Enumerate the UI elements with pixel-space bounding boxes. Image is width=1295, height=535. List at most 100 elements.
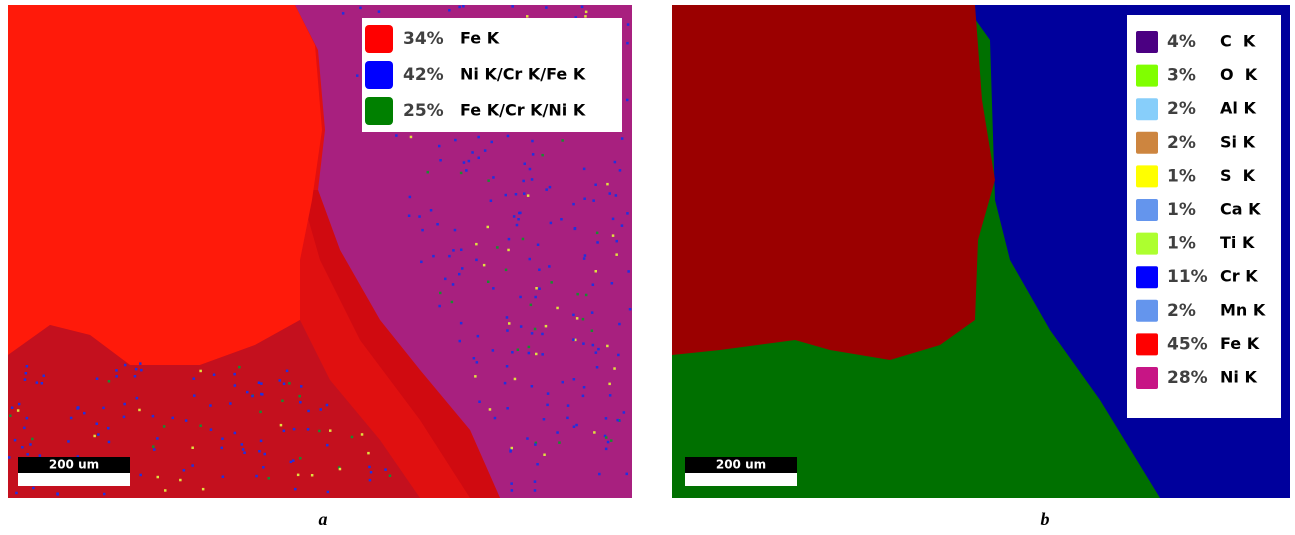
speckle: [251, 395, 254, 398]
speckle: [473, 357, 476, 360]
speckle: [107, 427, 110, 430]
speckle: [29, 443, 32, 446]
speckle: [17, 409, 20, 412]
speckle: [153, 448, 156, 451]
speckle: [594, 184, 597, 187]
speckle: [523, 192, 526, 195]
speckle: [307, 428, 310, 431]
speckle: [96, 378, 99, 381]
legend-percent: 25%: [403, 101, 444, 121]
speckle: [468, 160, 471, 163]
speckle: [478, 401, 481, 404]
speckle: [124, 364, 127, 367]
speckle: [11, 407, 14, 410]
legend-element: Ni K: [1220, 368, 1257, 387]
speckle: [138, 409, 141, 412]
speckle: [395, 134, 398, 137]
speckle: [607, 441, 610, 444]
speckle: [541, 333, 544, 336]
speckle: [9, 415, 12, 418]
speckle: [558, 441, 561, 444]
speckle: [209, 404, 212, 407]
speckle: [606, 183, 609, 186]
speckle: [193, 394, 196, 397]
speckle: [31, 438, 33, 441]
speckle: [123, 403, 126, 406]
speckle: [475, 243, 478, 246]
speckle: [461, 267, 464, 270]
speckle: [26, 365, 29, 368]
speckle: [492, 176, 495, 179]
speckle: [454, 229, 457, 232]
speckle: [367, 452, 370, 455]
speckle: [183, 469, 186, 472]
speckle: [420, 261, 423, 264]
speckle: [528, 352, 531, 355]
speckle: [290, 461, 293, 464]
speckle: [307, 410, 310, 413]
speckle: [522, 238, 525, 241]
speckle: [617, 354, 620, 357]
speckle: [596, 366, 599, 369]
speckle: [483, 264, 486, 267]
speckle: [585, 294, 588, 297]
speckle: [612, 218, 615, 221]
speckle: [475, 259, 478, 262]
speckle: [550, 222, 553, 225]
speckle: [511, 5, 514, 8]
speckle: [510, 482, 513, 485]
speckle: [514, 378, 517, 381]
speckle: [451, 301, 454, 304]
speckle: [550, 281, 553, 284]
speckle: [462, 5, 465, 8]
speckle: [487, 281, 490, 284]
speckle: [258, 450, 261, 453]
speckle: [616, 240, 619, 243]
speckle: [229, 402, 232, 405]
speckle: [438, 305, 441, 308]
speckle: [596, 232, 599, 235]
speckle: [581, 6, 584, 9]
legend-element: S K: [1220, 166, 1256, 185]
speckle: [326, 404, 329, 407]
speckle: [452, 249, 455, 252]
legend-swatch: [1136, 333, 1158, 355]
speckle: [522, 180, 525, 183]
legend-element: Cr K: [1220, 267, 1258, 286]
speckle: [507, 249, 510, 252]
speckle: [139, 362, 142, 365]
speckle: [575, 424, 578, 427]
speckle: [545, 6, 548, 9]
speckle: [548, 265, 551, 268]
speckle: [605, 417, 608, 420]
speckle: [614, 161, 617, 164]
speckle: [280, 424, 283, 427]
speckle: [484, 149, 487, 152]
speckle: [536, 463, 539, 466]
speckle: [318, 430, 321, 433]
speckle: [519, 212, 522, 215]
speckle: [509, 450, 512, 453]
speckle: [56, 492, 59, 495]
speckle: [490, 200, 493, 203]
speckle: [496, 246, 499, 249]
speckle: [369, 479, 372, 482]
legend-percent: 3%: [1167, 66, 1196, 86]
speckle: [531, 178, 534, 181]
speckle: [583, 168, 586, 171]
speckle: [246, 391, 249, 394]
speckle: [39, 454, 42, 457]
speckle: [292, 459, 295, 462]
speckle: [163, 425, 166, 428]
speckle: [591, 330, 594, 333]
speckle: [619, 169, 622, 172]
speckle: [626, 212, 629, 215]
speckle: [531, 332, 534, 335]
speckle: [487, 226, 490, 229]
legend-percent: 45%: [1167, 334, 1208, 354]
speckle: [529, 168, 532, 171]
speckle: [605, 448, 608, 451]
speckle: [506, 316, 509, 319]
speckle: [492, 349, 495, 352]
speckle: [283, 430, 286, 433]
